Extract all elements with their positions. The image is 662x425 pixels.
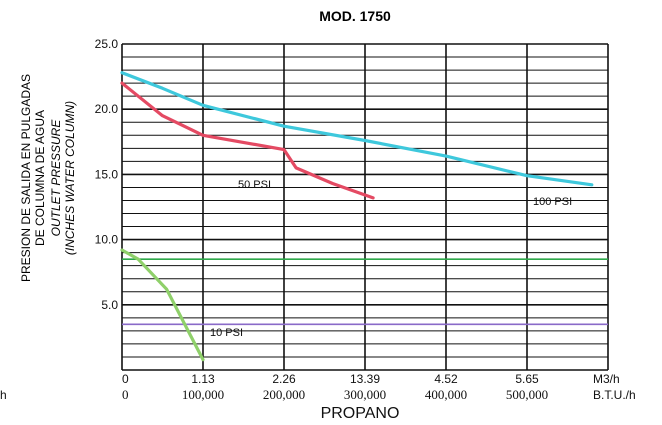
x-tick-label-btuh: 100,000 [182, 387, 224, 402]
x-unit-btuh: B.T.U./h [593, 388, 636, 402]
x-unit-m3h: M3/h [593, 372, 620, 386]
data-series [120, 71, 594, 362]
x-tick-label-btuh: 300,000 [344, 387, 386, 402]
x-tick-label-m3h: 4.52 [434, 372, 458, 386]
y-tick-label: 25.0 [95, 37, 119, 51]
y-tick-label: 20.0 [95, 102, 119, 116]
series-label: 100 PSI [533, 196, 572, 208]
y-tick-labels: 25.0 20.0 15.0 10.0 5.0 [95, 37, 119, 312]
series-labels: 100 PSI 50 PSI 10 PSI [210, 179, 572, 339]
y-tick-label: 5.0 [101, 298, 118, 312]
x-tick-label-btuh: 400,000 [425, 387, 467, 402]
y-axis-title-line-3: OUTLET PRESSURE [49, 119, 63, 237]
y-axis-title-line-1: PRESION DE SALIDA EN PULGADAS [19, 74, 33, 282]
series-line [120, 81, 375, 200]
x-tick-label-m3h: 13.39 [350, 372, 380, 386]
x-tick-label-btuh: 200,000 [263, 387, 305, 402]
x-tick-label-m3h: 0 [122, 372, 129, 386]
x-tick-label-btuh: 0 [122, 387, 129, 402]
plot-grid [121, 43, 609, 371]
y-axis-title-line-4: (INCHES WATER COLUMN) [63, 101, 77, 255]
x-tick-label-m3h: 5.65 [515, 372, 539, 386]
reference-lines [122, 258, 608, 326]
y-tick-label: 10.0 [95, 233, 119, 247]
left-edge-fragment: h [0, 388, 7, 402]
x-tick-label-m3h: 1.13 [191, 372, 215, 386]
x-tick-label-btuh: 500,000 [506, 387, 548, 402]
y-axis-title-line-2: DE COLUMNA DE AGUA [33, 110, 47, 246]
series-label: 10 PSI [210, 327, 243, 339]
series-label: 50 PSI [238, 179, 271, 191]
y-tick-label: 15.0 [95, 167, 119, 181]
series-line [120, 71, 594, 187]
x-tick-label-m3h: 2.26 [272, 372, 296, 386]
x-axis-title: PROPANO [321, 405, 400, 422]
chart-title: MOD. 1750 [319, 8, 391, 24]
series-line [120, 248, 205, 362]
y-axis-title: PRESION DE SALIDA EN PULGADAS DE COLUMNA… [19, 74, 77, 282]
x-tick-labels: 0 1.13 2.26 13.39 4.52 5.65 0 100,000 200,000 300… [122, 372, 548, 402]
